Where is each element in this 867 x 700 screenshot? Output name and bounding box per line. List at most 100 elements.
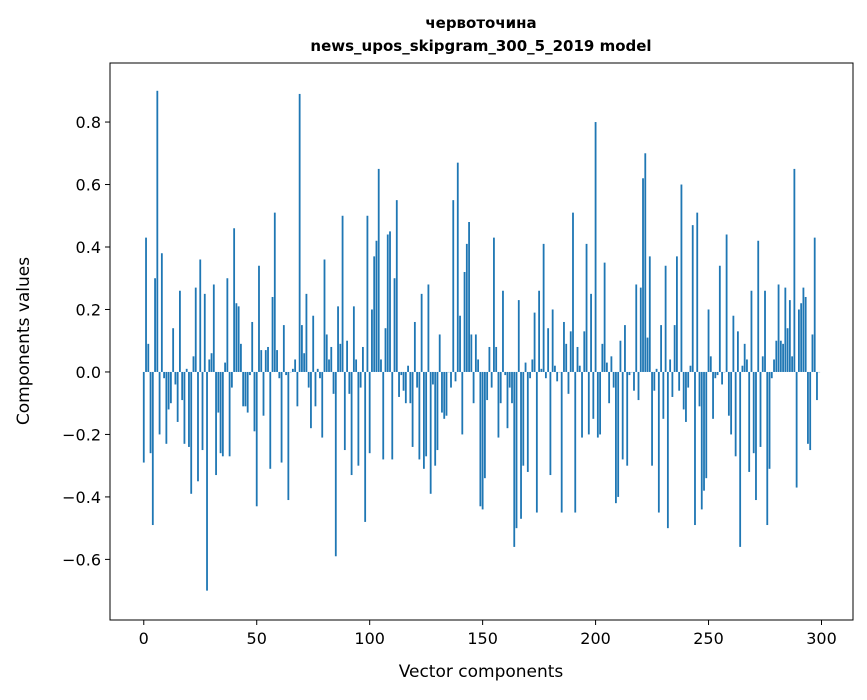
bar: [773, 359, 775, 371]
bar: [184, 372, 186, 444]
bar: [552, 309, 554, 371]
bar: [608, 372, 610, 403]
bar: [577, 347, 579, 372]
bar: [294, 359, 296, 371]
bar: [150, 372, 152, 453]
bar: [543, 244, 545, 372]
bar: [229, 372, 231, 456]
y-tick-label: 0.0: [76, 363, 101, 382]
bar: [287, 372, 289, 500]
bar: [477, 359, 479, 371]
bar: [371, 309, 373, 371]
bar: [310, 372, 312, 428]
bar: [242, 372, 244, 406]
bar: [172, 328, 174, 372]
bar: [780, 341, 782, 372]
bar: [154, 278, 156, 372]
bar: [662, 372, 664, 419]
bar: [369, 372, 371, 453]
bar: [179, 291, 181, 372]
bar: [394, 278, 396, 372]
bar: [315, 372, 317, 406]
bar: [732, 316, 734, 372]
bar: [498, 372, 500, 438]
bar: [730, 372, 732, 434]
bar: [513, 372, 515, 547]
bar: [502, 291, 504, 372]
bar: [556, 372, 558, 381]
bar: [565, 344, 567, 372]
bar: [312, 316, 314, 372]
bar: [665, 266, 667, 372]
bar: [583, 331, 585, 372]
bar: [694, 372, 696, 525]
y-axis-ticks: −0.6−0.4−0.20.00.20.40.60.8: [62, 113, 110, 569]
bar: [592, 372, 594, 419]
bar: [461, 372, 463, 434]
bar: [156, 91, 158, 372]
bar: [520, 372, 522, 519]
bar: [260, 350, 262, 372]
bar: [296, 372, 298, 406]
bar: [285, 372, 287, 375]
bar: [391, 372, 393, 459]
y-tick-label: −0.4: [62, 488, 101, 507]
bar: [339, 344, 341, 372]
bar: [622, 372, 624, 459]
bar: [482, 372, 484, 509]
bars-group: [143, 91, 820, 591]
bar: [163, 372, 165, 378]
bar: [306, 294, 308, 372]
bar: [231, 372, 233, 388]
bar: [760, 372, 762, 447]
bar: [240, 344, 242, 372]
bar: [181, 372, 183, 400]
bar: [330, 347, 332, 372]
bar: [620, 341, 622, 372]
bar: [635, 284, 637, 371]
bar: [258, 266, 260, 372]
bar: [328, 359, 330, 371]
bar: [683, 372, 685, 409]
bar: [208, 359, 210, 371]
bar: [161, 253, 163, 372]
bar: [500, 372, 502, 403]
bar: [748, 372, 750, 472]
bar: [357, 372, 359, 466]
bar: [276, 350, 278, 372]
y-tick-label: 0.2: [76, 300, 101, 319]
bar: [493, 238, 495, 372]
bar: [235, 303, 237, 372]
bar: [283, 325, 285, 372]
bar: [782, 344, 784, 372]
bar: [764, 291, 766, 372]
axes-frame: [110, 63, 853, 620]
bar: [470, 334, 472, 371]
bar: [717, 372, 719, 375]
bar: [769, 372, 771, 469]
bar: [202, 372, 204, 450]
bar: [574, 372, 576, 513]
bar: [484, 372, 486, 478]
bar: [595, 122, 597, 372]
bar: [177, 372, 179, 422]
bar: [486, 372, 488, 400]
bar: [798, 309, 800, 371]
bar: [346, 341, 348, 372]
bar: [762, 356, 764, 372]
bar: [538, 291, 540, 372]
bar: [193, 356, 195, 372]
bar: [421, 294, 423, 372]
bar: [434, 372, 436, 466]
bar: [744, 344, 746, 372]
bar: [561, 372, 563, 513]
bar: [610, 356, 612, 372]
bar: [355, 359, 357, 371]
bar: [757, 241, 759, 372]
bar: [385, 328, 387, 372]
bar: [719, 266, 721, 372]
bar: [475, 334, 477, 371]
bar: [511, 372, 513, 403]
bar: [168, 372, 170, 409]
bar: [728, 372, 730, 416]
